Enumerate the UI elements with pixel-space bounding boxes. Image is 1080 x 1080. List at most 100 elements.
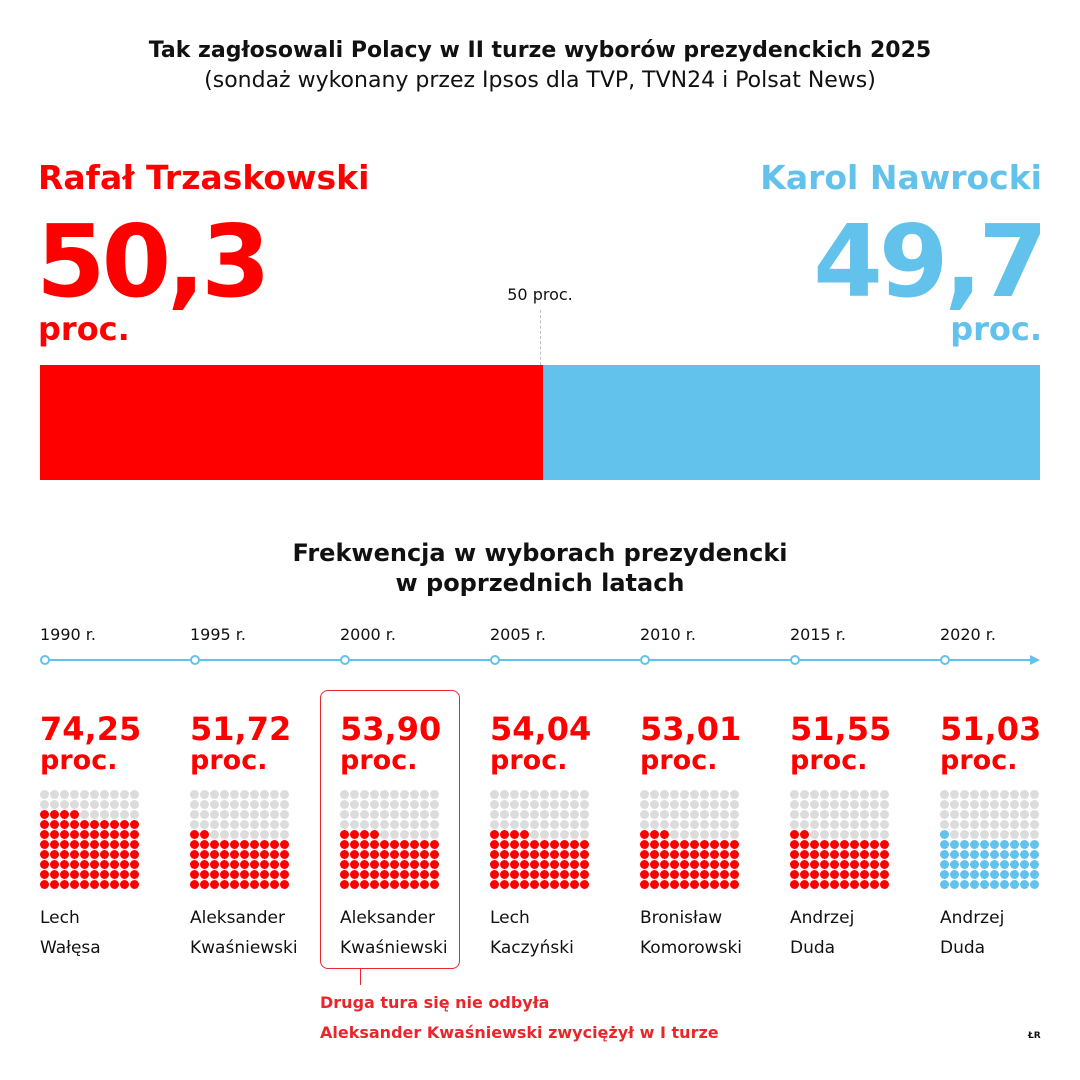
waffle-dot-filled <box>130 820 139 829</box>
waffle-dot-empty <box>210 820 219 829</box>
waffle-dot-filled <box>960 860 969 869</box>
waffle-dot-filled <box>80 880 89 889</box>
waffle-dot-filled <box>970 840 979 849</box>
waffle-dot-empty <box>70 800 79 809</box>
waffle-dot-empty <box>1020 830 1029 839</box>
waffle-dot-empty <box>710 820 719 829</box>
waffle-dot-empty <box>200 800 209 809</box>
waffle-dot-filled <box>60 880 69 889</box>
waffle-dot-filled <box>700 860 709 869</box>
waffle-dot-empty <box>580 830 589 839</box>
waffle-dot-filled <box>50 820 59 829</box>
waffle-dot-empty <box>210 810 219 819</box>
waffle-dot-empty <box>560 800 569 809</box>
highlight-connector <box>360 969 361 985</box>
turnout-title: Frekwencja w wyborach prezydencki w popr… <box>0 538 1080 598</box>
waffle-dot-filled <box>860 850 869 859</box>
waffle-dot-empty <box>580 790 589 799</box>
waffle-dot-filled <box>80 860 89 869</box>
waffle-dot-empty <box>400 810 409 819</box>
waffle-dot-empty <box>580 820 589 829</box>
waffle-dot-filled <box>990 840 999 849</box>
winner-name-line: Bronisław <box>640 908 723 928</box>
waffle-dot-filled <box>60 850 69 859</box>
waffle-dot-empty <box>550 830 559 839</box>
waffle-dot-empty <box>370 790 379 799</box>
waffle-dot-filled <box>210 850 219 859</box>
waffle-dot-empty <box>400 790 409 799</box>
waffle-dot-filled <box>680 880 689 889</box>
waffle-dot-empty <box>850 830 859 839</box>
waffle-dot-filled <box>510 840 519 849</box>
waffle-dot-empty <box>560 790 569 799</box>
waffle-dot-empty <box>190 820 199 829</box>
waffle-dot-filled <box>980 870 989 879</box>
waffle-dot-filled <box>490 830 499 839</box>
waffle-dot-filled <box>90 860 99 869</box>
year-label: 2020 r. <box>940 625 996 644</box>
waffle-dot-filled <box>970 880 979 889</box>
waffle-dot-filled <box>220 880 229 889</box>
turnout-value: 53,90 <box>340 710 442 748</box>
waffle-dot-filled <box>540 860 549 869</box>
waffle-dot-empty <box>220 820 229 829</box>
waffle-dot-filled <box>410 860 419 869</box>
waffle-dot-filled <box>60 840 69 849</box>
waffle-dot-empty <box>410 810 419 819</box>
waffle-dot-empty <box>1030 810 1039 819</box>
waffle-dot-empty <box>210 830 219 839</box>
waffle-dot-empty <box>790 820 799 829</box>
waffle-dot-empty <box>260 820 269 829</box>
waffle-dot-filled <box>840 860 849 869</box>
waffle-dot-empty <box>350 810 359 819</box>
waffle-dot-filled <box>570 880 579 889</box>
waffle-dot-filled <box>700 850 709 859</box>
waffle-dot-empty <box>260 830 269 839</box>
waffle-dot-filled <box>790 880 799 889</box>
waffle-dot-filled <box>710 870 719 879</box>
waffle-dot-filled <box>130 860 139 869</box>
waffle-dot-filled <box>390 840 399 849</box>
waffle-dot-empty <box>560 820 569 829</box>
waffle-dot-empty <box>240 810 249 819</box>
waffle-dot-filled <box>100 870 109 879</box>
waffle-dot-filled <box>700 880 709 889</box>
waffle-dot-empty <box>550 800 559 809</box>
year-label: 2010 r. <box>640 625 696 644</box>
waffle-dot-empty <box>710 830 719 839</box>
waffle-dot-empty <box>390 820 399 829</box>
waffle-dot-empty <box>830 820 839 829</box>
waffle-dot-empty <box>430 800 439 809</box>
waffle-dot-filled <box>100 830 109 839</box>
waffle-dot-empty <box>1000 820 1009 829</box>
waffle-dot-filled <box>70 840 79 849</box>
waffle-dot-filled <box>240 860 249 869</box>
waffle-dot-filled <box>390 860 399 869</box>
waffle-dot-filled <box>500 850 509 859</box>
waffle-dot-filled <box>650 860 659 869</box>
waffle-dot-filled <box>830 850 839 859</box>
waffle-grid <box>790 790 892 892</box>
waffle-dot-empty <box>340 820 349 829</box>
waffle-dot-empty <box>390 800 399 809</box>
waffle-dot-filled <box>70 850 79 859</box>
waffle-dot-filled <box>240 880 249 889</box>
waffle-dot-filled <box>660 850 669 859</box>
winner-name-line: Aleksander <box>340 908 435 928</box>
waffle-dot-filled <box>130 830 139 839</box>
waffle-dot-filled <box>800 880 809 889</box>
waffle-dot-filled <box>200 880 209 889</box>
waffle-dot-empty <box>270 820 279 829</box>
waffle-dot-filled <box>40 810 49 819</box>
timeline-node <box>640 655 650 665</box>
waffle-dot-empty <box>820 800 829 809</box>
waffle-dot-empty <box>840 830 849 839</box>
waffle-dot-filled <box>130 880 139 889</box>
subtitle: (sondaż wykonany przez Ipsos dla TVP, TV… <box>204 68 876 93</box>
waffle-dot-empty <box>360 800 369 809</box>
waffle-dot-filled <box>820 880 829 889</box>
waffle-dot-filled <box>970 870 979 879</box>
note-line: Druga tura się nie odbyła <box>320 993 550 1012</box>
waffle-dot-empty <box>830 810 839 819</box>
waffle-dot-empty <box>730 810 739 819</box>
